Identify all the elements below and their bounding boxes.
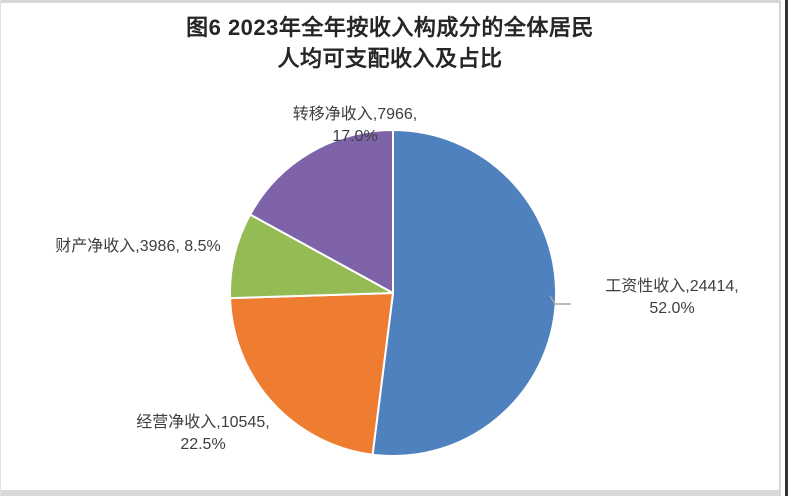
data-label-wage-line1: 工资性收入,24414, (605, 278, 739, 295)
chart-title-line1: 图6 2023年全年按收入构成分的全体居民 (186, 15, 594, 40)
data-label-wage-line2: 52.0% (649, 300, 695, 317)
left-border-line (0, 0, 1, 496)
pie-slice-wage (371, 129, 557, 457)
data-label-transfer-line2: 17.0% (332, 128, 378, 145)
data-label-transfer: 转移净收入,7966, 17.0% (235, 104, 475, 148)
data-label-property-line1: 财产净收入,3986, 8.5% (55, 238, 221, 255)
chart-title: 图6 2023年全年按收入构成分的全体居民 人均可支配收入及占比 (0, 12, 780, 74)
data-label-business-line2: 22.5% (180, 436, 226, 453)
bottom-border-line (0, 490, 781, 496)
data-label-business-line1: 经营净收入,10545, (136, 414, 270, 431)
window-edge-line (785, 0, 788, 496)
pie-slice-business (229, 292, 394, 456)
pie-slice-transfer (249, 129, 394, 294)
chart-title-line2: 人均可支配收入及占比 (277, 46, 503, 71)
data-label-property: 财产净收入,3986, 8.5% (30, 236, 246, 258)
data-label-business: 经营净收入,10545, 22.5% (93, 412, 313, 456)
pie-slice-property (229, 213, 394, 300)
top-border-line (0, 0, 781, 3)
right-gridline (779, 0, 781, 496)
data-label-transfer-line1: 转移净收入,7966, (292, 106, 418, 123)
leader-line-wage (549, 295, 571, 305)
data-label-wage: 工资性收入,24414, 52.0% (566, 276, 778, 320)
